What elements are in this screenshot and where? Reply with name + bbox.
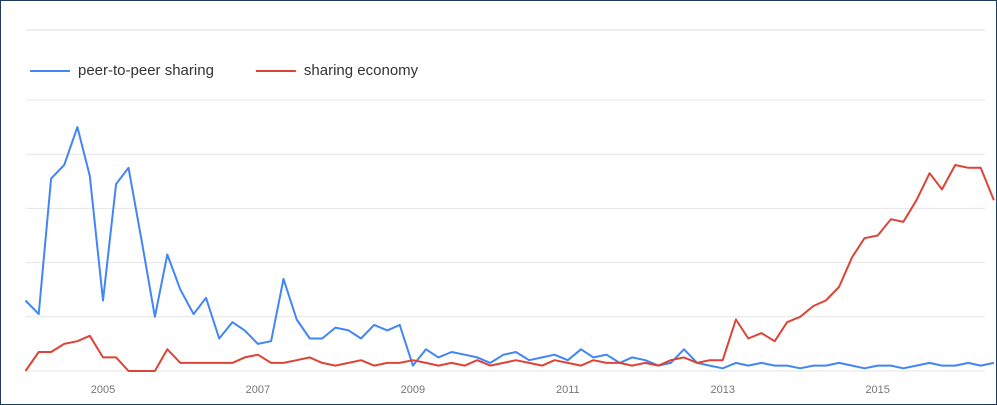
x-tick-label: 2011 bbox=[556, 384, 580, 396]
x-tick-label: 2013 bbox=[711, 384, 735, 396]
series-line bbox=[24, 126, 995, 370]
series-line bbox=[24, 164, 995, 372]
x-tick-label: 2007 bbox=[246, 384, 270, 396]
x-tick-label: 2009 bbox=[401, 384, 425, 396]
x-tick-label: 2005 bbox=[91, 384, 115, 396]
legend-label: peer-to-peer sharing bbox=[78, 62, 214, 79]
legend-label: sharing economy bbox=[304, 62, 419, 79]
legend: peer-to-peer sharing sharing economy bbox=[30, 62, 419, 79]
x-tick-label: 2015 bbox=[865, 384, 889, 396]
